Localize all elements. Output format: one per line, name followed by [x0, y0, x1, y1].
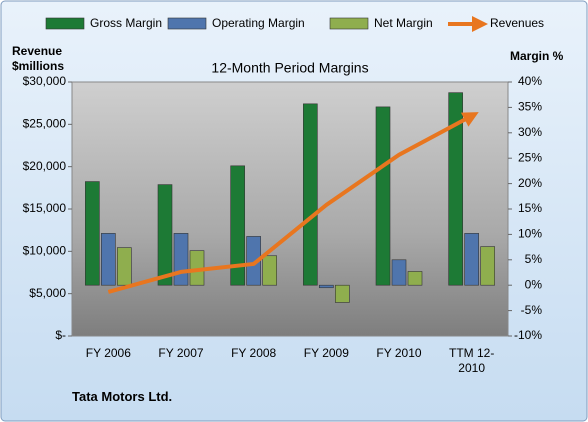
- y2-tick-label: 5%: [525, 252, 543, 266]
- y2-tick-label: 30%: [518, 125, 542, 139]
- legend-label: Net Margin: [374, 16, 433, 30]
- y2-tick-label: 35%: [518, 100, 542, 114]
- bar: [407, 271, 423, 286]
- bar: [319, 284, 334, 289]
- bar: [335, 284, 350, 303]
- source-label: Tata Motors Ltd.: [72, 389, 173, 404]
- bar: [173, 233, 189, 286]
- y2-tick-label: -5%: [521, 303, 543, 317]
- y-tick-label: $-: [55, 328, 66, 342]
- y-tick-label: $15,000: [23, 201, 67, 215]
- legend-swatch: [167, 17, 207, 30]
- y-axis-title: Revenue $millions: [12, 44, 65, 73]
- y-tick-label: $20,000: [23, 159, 67, 173]
- bar: [262, 255, 277, 286]
- legend-swatch: [329, 17, 369, 30]
- y-tick-label: $5,000: [29, 286, 66, 300]
- y2-tick-label: 10%: [518, 227, 542, 241]
- y2-tick-label: 20%: [518, 176, 542, 190]
- bar: [230, 165, 245, 286]
- x-tick-label: TTM 12-2010: [448, 346, 495, 375]
- bar: [480, 246, 495, 286]
- bar: [303, 103, 318, 286]
- legend-label: Operating Margin: [212, 16, 305, 30]
- y2-tick-label: 40%: [518, 74, 542, 88]
- x-tick-label: FY 2006: [85, 346, 131, 360]
- x-tick-label: FY 2009: [303, 346, 349, 360]
- y2-tick-label: 0%: [525, 277, 543, 291]
- bar: [391, 259, 407, 286]
- y2-axis-title: Margin %: [510, 49, 564, 63]
- y-tick-label: $30,000: [23, 74, 67, 88]
- legend-label: Revenues: [490, 16, 544, 30]
- bar: [448, 92, 463, 286]
- y2-tick-label: 25%: [518, 150, 542, 164]
- bar: [117, 247, 132, 286]
- y-tick-label: $25,000: [23, 117, 67, 131]
- revenue-line: [107, 112, 479, 294]
- bar: [101, 233, 116, 286]
- y2-tick-label: 15%: [518, 201, 542, 215]
- legend-swatch: [45, 17, 85, 30]
- y2-tick-label: -10%: [514, 328, 542, 342]
- y-tick-label: $10,000: [23, 244, 67, 258]
- bar: [157, 184, 173, 286]
- x-tick-label: FY 2008: [231, 346, 277, 360]
- plot-area: [71, 81, 509, 337]
- x-tick-label: FY 2007: [158, 346, 204, 360]
- chart-title: 12-Month Period Margins: [211, 60, 368, 76]
- bar: [375, 106, 391, 286]
- bar: [464, 233, 479, 286]
- x-tick-label: FY 2010: [376, 346, 422, 360]
- legend-label: Gross Margin: [90, 16, 162, 30]
- bar: [85, 181, 100, 286]
